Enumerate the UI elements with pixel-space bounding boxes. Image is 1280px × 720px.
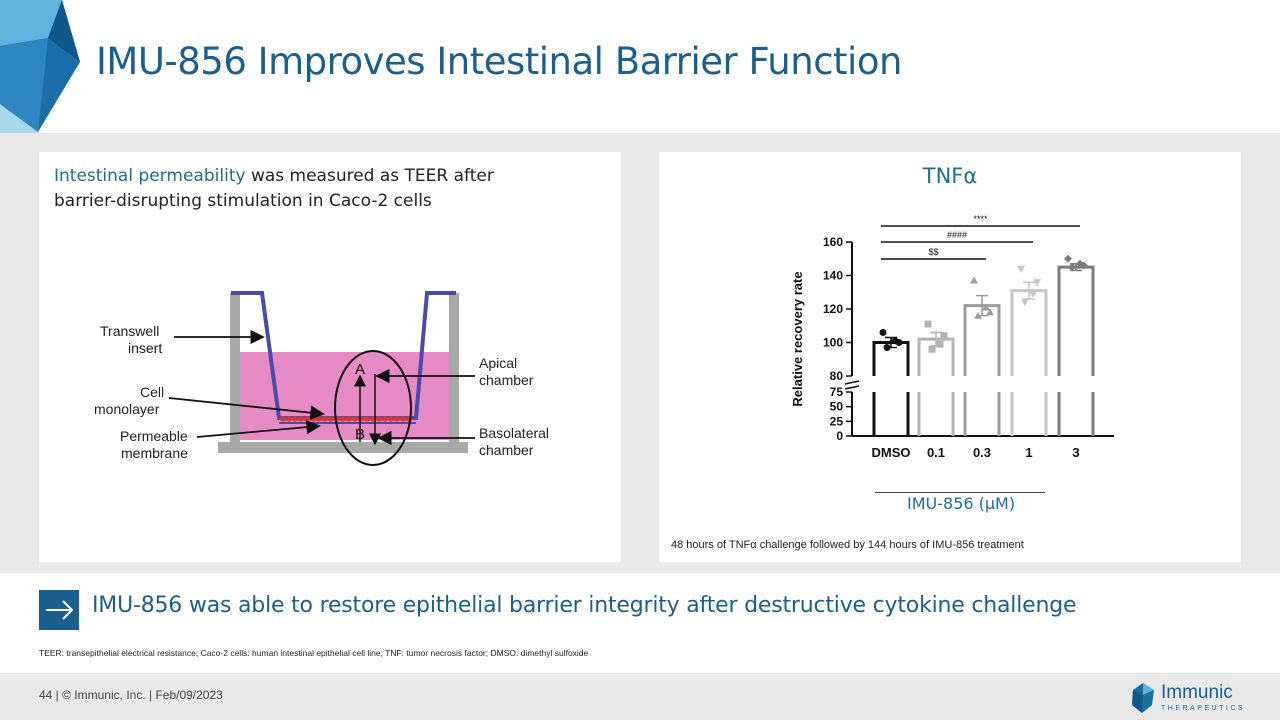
bar xyxy=(1057,265,1095,376)
bar xyxy=(1010,289,1048,376)
immunic-logo: Immunic THERAPEUTICS xyxy=(1130,681,1250,717)
cell xyxy=(279,416,287,422)
cell xyxy=(363,416,371,422)
significance-label: #### xyxy=(947,230,967,240)
measurement-ellipse xyxy=(334,350,412,466)
x-tick-label: 1 xyxy=(1025,445,1032,460)
transwell-diagram: A B Transwell insert Cell monolayer Perm… xyxy=(94,291,549,466)
intro-rest: was measured as TEER after barrier-disru… xyxy=(54,166,494,211)
y-axis-label: Relative recovery rate xyxy=(790,271,805,406)
data-point xyxy=(974,311,982,319)
label-perm-2: membrane xyxy=(121,445,188,461)
label-transwell-1: Transwell xyxy=(100,323,159,339)
takeaway-text: IMU-856 was able to restore epithelial b… xyxy=(92,593,1077,618)
label-transwell-2: insert xyxy=(128,340,162,356)
cell xyxy=(285,416,293,422)
footer: 44 | © Immunic, Inc. | Feb/09/2023 Immun… xyxy=(0,673,1280,720)
cell xyxy=(315,416,323,422)
cell xyxy=(321,416,329,422)
well-base xyxy=(218,442,468,453)
chart-panel: TNFα 0 25 50 75 80 100 120 140 160 Relative recov… xyxy=(659,152,1241,562)
logo-mark-icon xyxy=(1132,683,1154,713)
cell xyxy=(381,416,389,422)
label-apical-2: chamber xyxy=(479,372,534,388)
label-b: B xyxy=(355,426,365,443)
cell xyxy=(345,416,353,422)
y-tick-label: 50 xyxy=(830,400,844,414)
data-point xyxy=(982,303,990,311)
label-baso-1: Basolateral xyxy=(479,425,549,441)
y-tick-label: 80 xyxy=(830,369,844,383)
cell xyxy=(339,416,347,422)
data-point xyxy=(879,328,887,336)
x-group-line xyxy=(875,492,1045,493)
x-tick-label: 3 xyxy=(1072,445,1079,460)
left-panel: Intestinal permeability was measured as … xyxy=(39,152,621,562)
x-tick-label: DMSO xyxy=(872,445,911,460)
cell xyxy=(375,416,383,422)
y-tick-label: 140 xyxy=(823,269,843,283)
arrow-cell xyxy=(168,397,325,420)
data-point xyxy=(1033,279,1041,287)
footer-text: 44 | © Immunic, Inc. | Feb/09/2023 xyxy=(39,688,223,702)
footnote: TEER: transepithelial electrical resista… xyxy=(39,648,589,658)
data-point xyxy=(1021,299,1029,307)
data-point xyxy=(1068,263,1076,272)
data-point xyxy=(936,340,944,348)
cell xyxy=(309,416,317,422)
label-cell-1: Cell xyxy=(140,384,164,400)
cell xyxy=(291,416,299,422)
well-left-wall xyxy=(230,293,240,443)
chart-title: TNFα xyxy=(922,164,978,188)
y-tick-label: 100 xyxy=(823,336,843,350)
data-point xyxy=(986,308,994,316)
data-point xyxy=(970,276,978,284)
y-tick-label: 25 xyxy=(830,414,844,428)
label-cell-2: monolayer xyxy=(94,401,160,417)
cell xyxy=(393,416,401,422)
logo-name: Immunic xyxy=(1161,682,1233,703)
data-point xyxy=(1029,290,1037,298)
x-tick-label: 0.3 xyxy=(973,445,991,460)
label-a: A xyxy=(355,361,365,378)
well-right-wall xyxy=(449,293,459,443)
data-point xyxy=(928,345,936,353)
chart-note: 48 hours of TNFα challenge followed by 1… xyxy=(671,539,1024,551)
arrow-right-icon xyxy=(39,590,79,630)
label-baso-2: chamber xyxy=(479,442,534,458)
x-tick-label: 0.1 xyxy=(927,445,945,460)
cell xyxy=(387,416,395,422)
data-point xyxy=(1064,254,1072,263)
slide-title: IMU-856 Improves Intestinal Barrier Func… xyxy=(96,40,902,83)
y-tick-label: 0 xyxy=(836,429,843,443)
logo-sub: THERAPEUTICS xyxy=(1161,705,1246,712)
intro-text: Intestinal permeability was measured as … xyxy=(54,164,534,214)
y-tick-label: 75 xyxy=(830,385,844,399)
intro-highlight: Intestinal permeability xyxy=(54,166,246,186)
label-perm-1: Permeable xyxy=(120,428,188,444)
data-point xyxy=(883,344,891,352)
significance-label: $$ xyxy=(928,247,938,257)
cell xyxy=(303,416,311,422)
axis-break-mark xyxy=(844,385,860,390)
axis-break-mark xyxy=(844,380,860,385)
x-axis-label: IMU-856 (µM) xyxy=(907,494,1016,513)
label-apical-1: Apical xyxy=(479,355,517,371)
arrow-membrane xyxy=(196,419,321,438)
y-tick-label: 160 xyxy=(823,235,843,249)
data-point xyxy=(924,320,932,328)
data-point xyxy=(891,337,899,345)
cell xyxy=(357,416,365,422)
data-point xyxy=(1076,259,1084,268)
cell xyxy=(399,416,407,422)
y-tick-label: 120 xyxy=(823,302,843,316)
cell xyxy=(297,416,305,422)
cell xyxy=(327,416,335,422)
significance-label: **** xyxy=(973,214,988,224)
data-point xyxy=(940,332,948,340)
cell xyxy=(351,416,359,422)
data-point xyxy=(1017,265,1025,273)
